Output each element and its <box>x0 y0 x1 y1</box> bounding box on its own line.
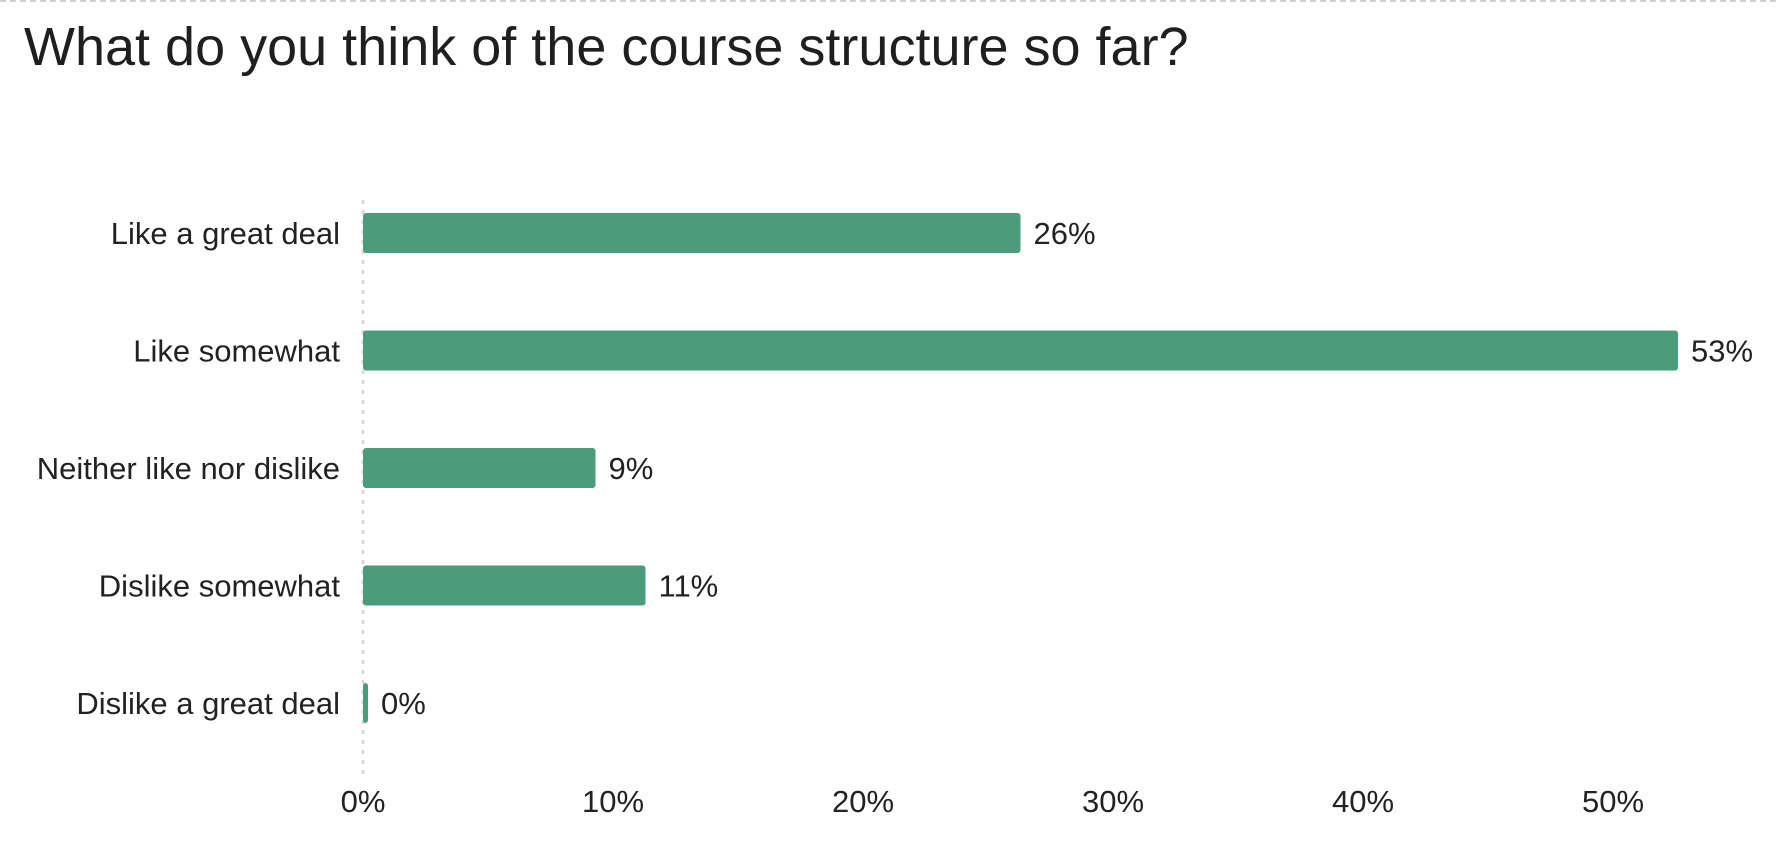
x-axis-ticks-group: 0% 10% 20% 30% 40% 50% <box>341 784 1644 819</box>
category-label-neither-like-nor-dislike: Neither like nor dislike <box>37 451 340 486</box>
value-label-dislike-somewhat: 11% <box>659 569 719 604</box>
x-tick-label: 20% <box>832 784 894 819</box>
category-label-dislike-a-great-deal: Dislike a great deal <box>76 686 340 721</box>
value-labels-group: 26% 53% 9% 11% 0% <box>381 216 1753 721</box>
bar-dislike-somewhat <box>363 565 646 606</box>
chart-title: What do you think of the course structur… <box>24 17 1189 77</box>
value-label-neither-like-nor-dislike: 9% <box>609 451 654 486</box>
x-tick-label: 50% <box>1582 784 1644 819</box>
category-label-like-a-great-deal: Like a great deal <box>111 216 340 251</box>
bars-group <box>363 213 1678 723</box>
x-tick-label: 40% <box>1332 784 1394 819</box>
value-label-like-a-great-deal: 26% <box>1034 216 1096 251</box>
bar-neither-like-nor-dislike <box>363 448 596 488</box>
value-label-like-somewhat: 53% <box>1691 334 1753 369</box>
value-label-dislike-a-great-deal: 0% <box>381 686 426 721</box>
x-tick-label: 30% <box>1082 784 1144 819</box>
x-tick-label: 10% <box>582 784 644 819</box>
bar-dislike-a-great-deal <box>363 683 368 723</box>
category-labels-group: Like a great deal Like somewhat Neither li… <box>37 216 341 721</box>
category-label-dislike-somewhat: Dislike somewhat <box>99 569 341 604</box>
category-label-like-somewhat: Like somewhat <box>133 334 340 369</box>
bar-like-a-great-deal <box>363 213 1021 253</box>
x-tick-label: 0% <box>341 784 386 819</box>
top-dashed-border <box>0 0 1776 2</box>
bar-like-somewhat <box>363 330 1678 371</box>
